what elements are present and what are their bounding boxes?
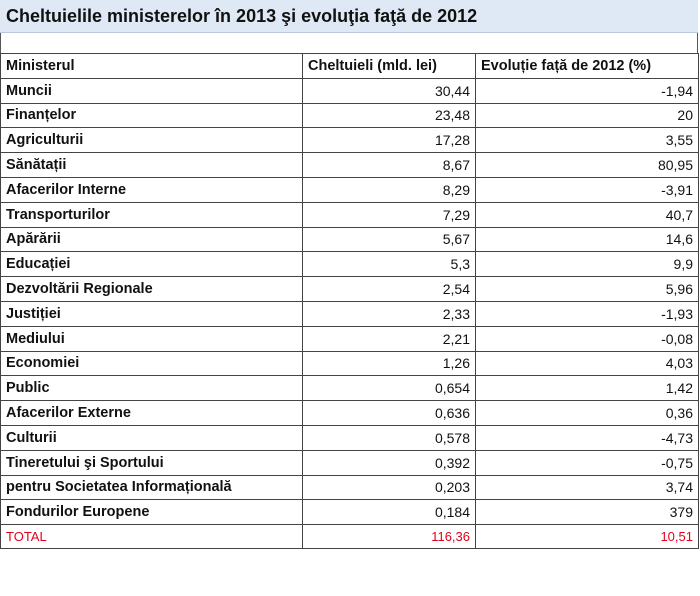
evolution-value: 80,95	[475, 152, 699, 178]
spending-value: 0,392	[302, 449, 476, 476]
spending-value: 0,203	[302, 474, 476, 501]
table-row: Agriculturii 17,28 3,55	[0, 127, 699, 154]
evolution-value: 5,96	[475, 276, 699, 302]
spending-value: 1,26	[302, 350, 476, 377]
evolution-value: 0,36	[475, 400, 699, 426]
table-row: Public 0,654 1,42	[0, 375, 699, 402]
header-ministry: Ministerul	[0, 53, 303, 79]
evolution-value: 9,9	[475, 251, 699, 278]
spending-value: 0,578	[302, 424, 476, 451]
evolution-value: -1,94	[475, 77, 699, 104]
table-row: pentru Societatea Informațională 0,203 3,7…	[0, 474, 699, 501]
table-row: Culturii 0,578 -4,73	[0, 424, 699, 451]
ministry-name: pentru Societatea Informațională	[0, 474, 303, 501]
header-evolution: Evoluție față de 2012 (%)	[475, 53, 699, 79]
table-row: Tineretului şi Sportului 0,392 -0,75	[0, 449, 699, 476]
ministry-name: Finanțelor	[0, 102, 303, 129]
table-row: Economiei 1,26 4,03	[0, 350, 699, 377]
spending-value: 8,29	[302, 176, 476, 203]
ministry-name: Economiei	[0, 350, 303, 377]
spending-value: 7,29	[302, 201, 476, 228]
ministry-name: Sănătații	[0, 152, 303, 178]
evolution-value: -0,75	[475, 449, 699, 476]
spending-value: 23,48	[302, 102, 476, 129]
table-row: Afacerilor Externe 0,636 0,36	[0, 400, 699, 426]
spending-value: 2,33	[302, 300, 476, 327]
table-row: Justiției 2,33 -1,93	[0, 300, 699, 327]
ministry-name: Dezvoltării Regionale	[0, 276, 303, 302]
ministry-name: Culturii	[0, 424, 303, 451]
spending-value: 0,654	[302, 375, 476, 402]
evolution-value: -1,93	[475, 300, 699, 327]
ministry-name: Public	[0, 375, 303, 402]
table-row: Educației 5,3 9,9	[0, 251, 699, 278]
header-spending: Cheltuieli (mld. lei)	[302, 53, 476, 79]
table-row: Finanțelor 23,48 20	[0, 102, 699, 129]
total-spending: 116,36	[302, 524, 476, 550]
evolution-value: 1,42	[475, 375, 699, 402]
ministry-name: Afacerilor Externe	[0, 400, 303, 426]
ministry-name: Agriculturii	[0, 127, 303, 154]
spending-value: 17,28	[302, 127, 476, 154]
table-row: Transporturilor 7,29 40,7	[0, 201, 699, 228]
spending-value: 5,3	[302, 251, 476, 278]
spending-value: 0,636	[302, 400, 476, 426]
ministry-name: Fondurilor Europene	[0, 499, 303, 526]
ministry-name: Apărării	[0, 226, 303, 253]
table-row: Fondurilor Europene 0,184 379	[0, 499, 699, 526]
table-row: Mediului 2,21 -0,08	[0, 325, 699, 352]
ministry-name: Mediului	[0, 325, 303, 352]
spending-value: 2,21	[302, 325, 476, 352]
evolution-value: -0,08	[475, 325, 699, 352]
ministry-name: Tineretului şi Sportului	[0, 449, 303, 476]
ministry-name: Transporturilor	[0, 201, 303, 228]
evolution-value: 379	[475, 499, 699, 526]
ministry-name: Justiției	[0, 300, 303, 327]
ministry-name: Muncii	[0, 77, 303, 104]
table-row: Dezvoltării Regionale 2,54 5,96	[0, 276, 699, 302]
evolution-value: 4,03	[475, 350, 699, 377]
total-row: TOTAL 116,36 10,51	[0, 524, 699, 550]
ministry-spending-table: Ministerul Cheltuieli (mld. lei) Evoluți…	[0, 53, 699, 550]
evolution-value: 20	[475, 102, 699, 129]
total-label: TOTAL	[0, 524, 303, 550]
table-row: Afacerilor Interne 8,29 -3,91	[0, 176, 699, 203]
evolution-value: 3,74	[475, 474, 699, 501]
table-title: Cheltuielile ministerelor în 2013 şi evo…	[0, 0, 698, 33]
spending-value: 8,67	[302, 152, 476, 178]
ministry-name: Educației	[0, 251, 303, 278]
table-row: Sănătații 8,67 80,95	[0, 152, 699, 178]
spending-value: 0,184	[302, 499, 476, 526]
evolution-value: 14,6	[475, 226, 699, 253]
spending-value: 30,44	[302, 77, 476, 104]
ministry-name: Afacerilor Interne	[0, 176, 303, 203]
empty-row	[0, 33, 698, 53]
evolution-value: 3,55	[475, 127, 699, 154]
spending-value: 2,54	[302, 276, 476, 302]
evolution-value: 40,7	[475, 201, 699, 228]
evolution-value: -3,91	[475, 176, 699, 203]
table-row: Apărării 5,67 14,6	[0, 226, 699, 253]
total-evolution: 10,51	[475, 524, 699, 550]
header-row: Ministerul Cheltuieli (mld. lei) Evoluți…	[0, 53, 699, 79]
table-row: Muncii 30,44 -1,94	[0, 77, 699, 104]
evolution-value: -4,73	[475, 424, 699, 451]
spending-value: 5,67	[302, 226, 476, 253]
